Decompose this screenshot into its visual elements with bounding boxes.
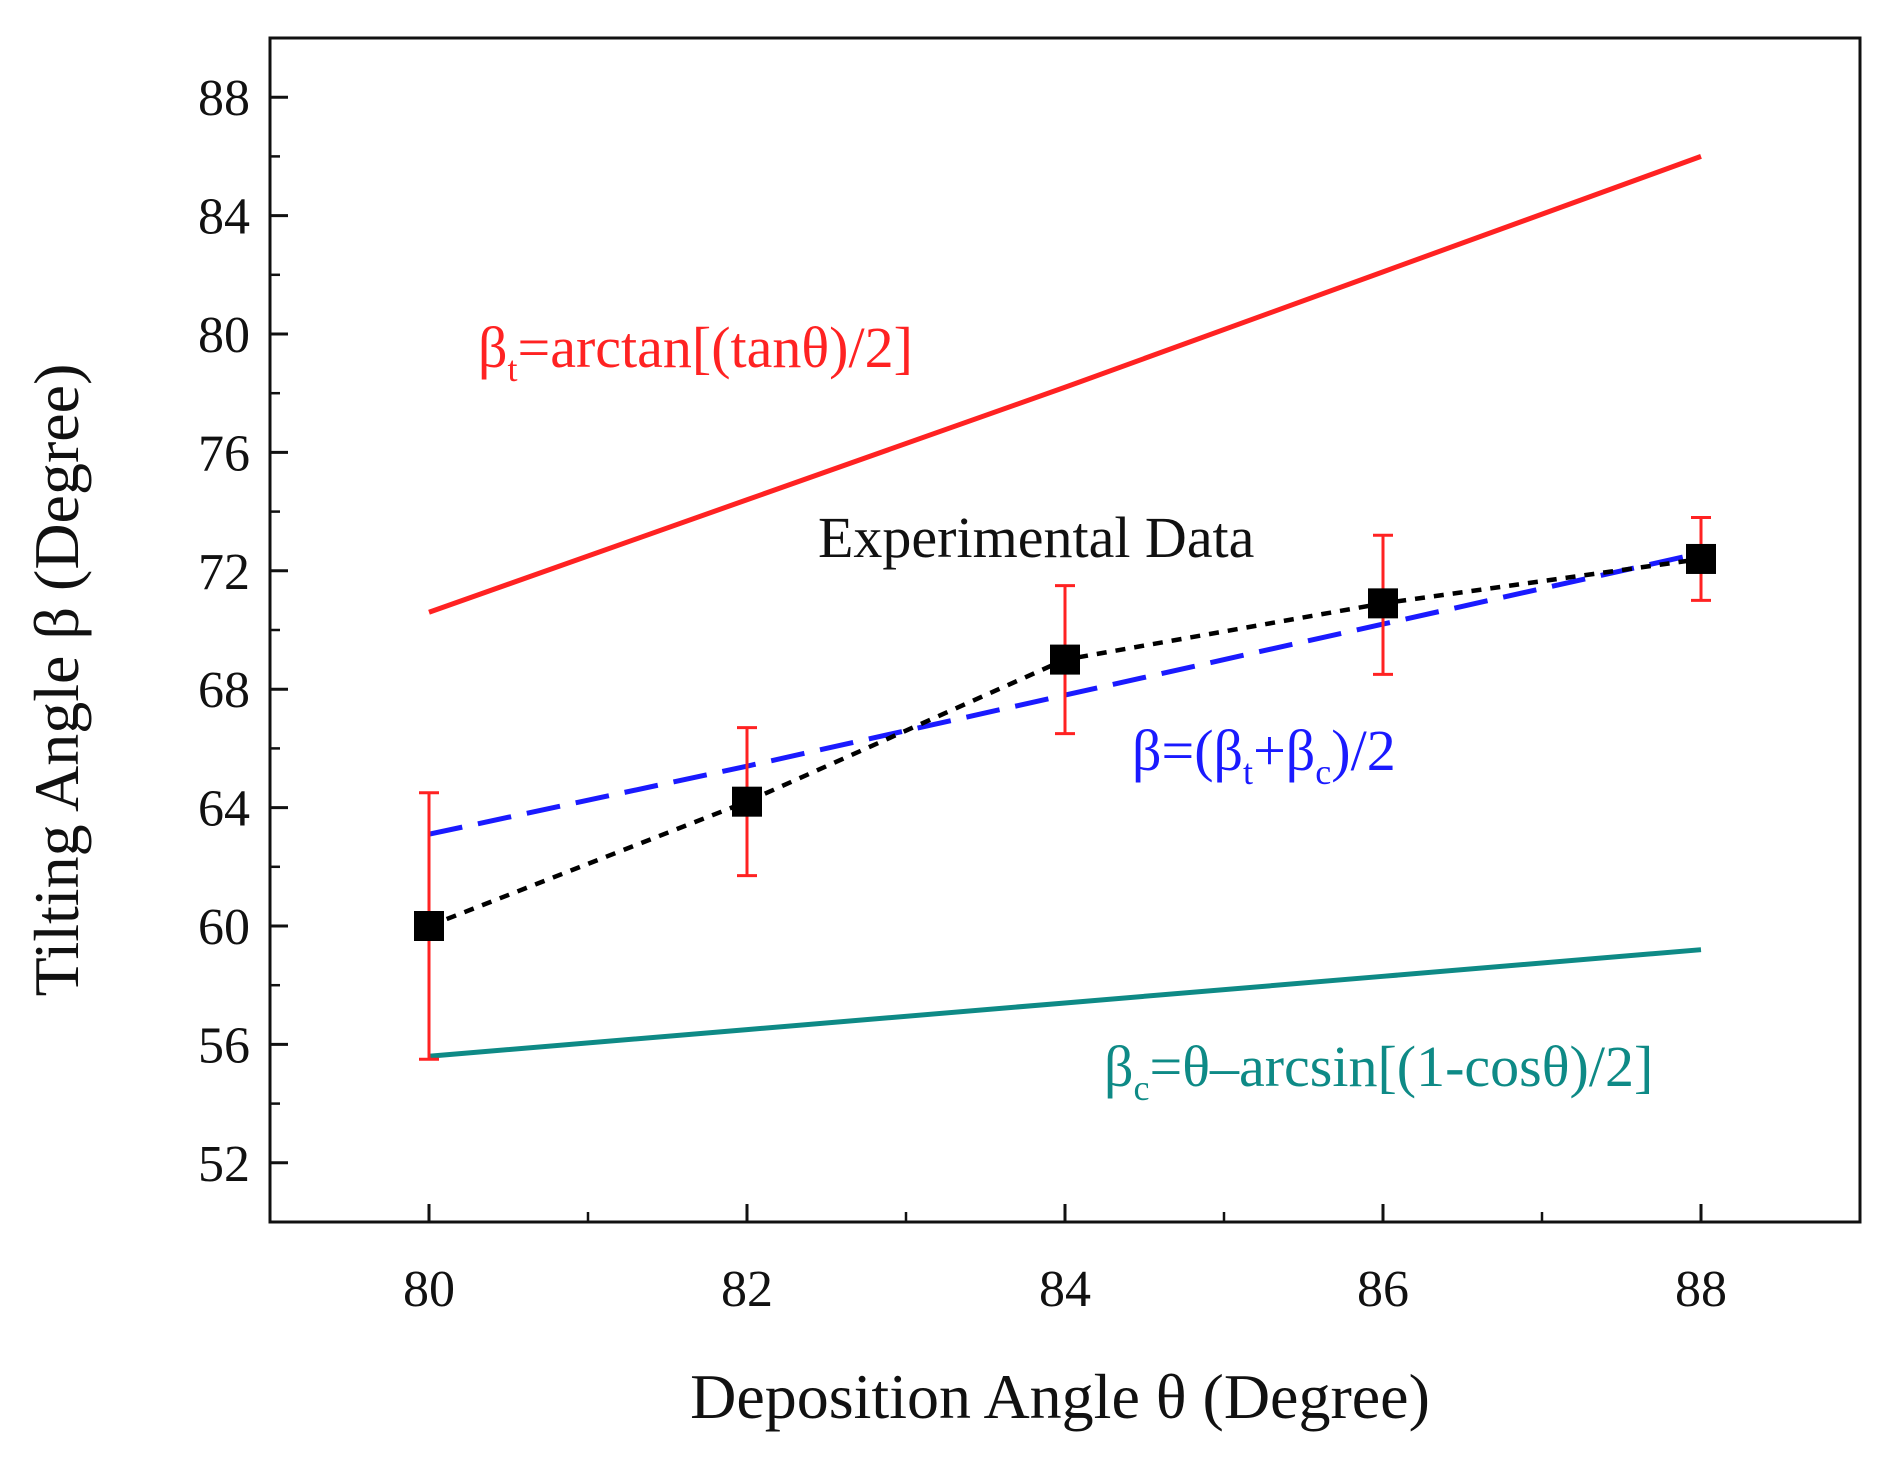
- data-point-84: [1050, 644, 1080, 675]
- x-tick-label-80: 80: [403, 1261, 455, 1318]
- x-tick-label-86: 86: [1357, 1261, 1409, 1318]
- label-beta-mean-sub-t: t: [1243, 752, 1253, 792]
- y-axis-title: Tilting Angle β (Degree): [21, 364, 92, 997]
- x-tick-label-88: 88: [1675, 1261, 1727, 1318]
- label-beta-mean: β=(βt+βc)/2: [1132, 718, 1396, 792]
- label-beta-c: βc=θ–arcsin[(1-cosθ)/2]: [1104, 1034, 1653, 1108]
- x-tick-label-82: 82: [721, 1261, 773, 1318]
- y-tick-label-56: 56: [198, 1017, 250, 1074]
- label-beta-t-main: β: [478, 315, 508, 380]
- series-line-beta-c: [428, 947, 1702, 1059]
- label-beta-c-sub: c: [1134, 1068, 1150, 1108]
- y-tick-label-64: 64: [198, 781, 250, 838]
- data-point-88: [1686, 543, 1716, 574]
- y-tick-label-72: 72: [198, 544, 250, 601]
- y-tick-label-88: 88: [198, 70, 250, 127]
- data-point-86: [1368, 588, 1398, 619]
- label-beta-mean-part3: )/2: [1331, 718, 1395, 783]
- y-tick-label-76: 76: [198, 425, 250, 482]
- y-tick-label-80: 80: [198, 307, 250, 364]
- x-axis-title: Deposition Angle θ (Degree): [690, 1361, 1430, 1432]
- data-point-82: [732, 786, 762, 817]
- y-tick-label-52: 52: [198, 1136, 250, 1193]
- label-beta-c-main: β: [1104, 1034, 1134, 1099]
- label-beta-mean-part1: β=(β: [1132, 718, 1243, 783]
- series-line-beta-t: [428, 154, 1702, 615]
- label-beta-t-rest: =arctan[(tanθ)/2]: [518, 315, 913, 380]
- label-beta-t: βt=arctan[(tanθ)/2]: [478, 315, 913, 389]
- data-point-80: [414, 911, 444, 941]
- markers-group: [414, 516, 1716, 1061]
- label-beta-mean-sub-c: c: [1315, 752, 1331, 792]
- label-experimental: Experimental Data: [818, 505, 1254, 570]
- y-tick-label-84: 84: [198, 189, 250, 246]
- label-beta-t-sub: t: [508, 349, 518, 389]
- axis-ticks: 80 82 84 86 88 52 56 60 64 68 72 76 80 84 88: [198, 70, 1862, 1318]
- y-tick-label-60: 60: [198, 899, 250, 956]
- label-beta-mean-part2: +β: [1253, 718, 1315, 783]
- y-tick-label-68: 68: [198, 662, 250, 719]
- label-beta-c-rest: =θ–arcsin[(1-cosθ)/2]: [1150, 1034, 1654, 1099]
- x-tick-label-84: 84: [1039, 1261, 1091, 1318]
